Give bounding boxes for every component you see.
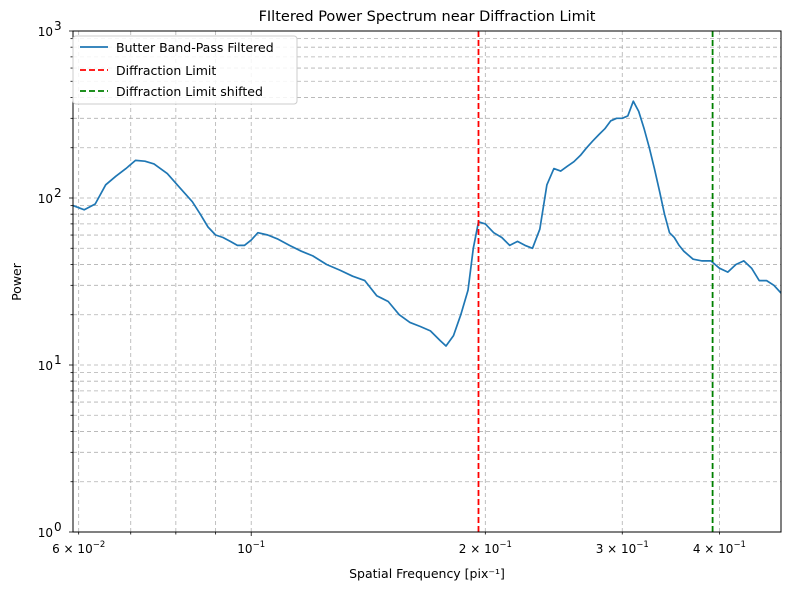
y-tick-label: 10 <box>38 359 53 373</box>
y-tick-label-exponent: 1 <box>54 353 62 367</box>
y-tick-label-exponent: 0 <box>54 520 62 534</box>
x-tick-label: 3 × 10−1 <box>596 540 649 556</box>
grid <box>73 30 781 533</box>
legend-label-diffraction-shifted: Diffraction Limit shifted <box>116 84 263 99</box>
y-tick-label-exponent: 2 <box>54 186 62 200</box>
axis-tick-labels: 6 × 10−2 10−1 2 × 10−1 3 × 10−1 4 × 10−110 01… <box>38 19 746 556</box>
x-tick-label: 2 × 10−1 <box>459 540 512 556</box>
legend-label-filtered: Butter Band-Pass Filtered <box>116 40 274 55</box>
y-tick-label: 10 <box>38 526 53 540</box>
plot-frame <box>72 30 782 533</box>
series-layer <box>73 31 781 532</box>
axis-ticks <box>69 30 720 536</box>
y-axis-label: Power <box>9 262 24 301</box>
legend: Butter Band-Pass Filtered Diffraction Li… <box>72 35 298 105</box>
y-tick-label: 10 <box>38 192 53 206</box>
x-tick-label: 4 × 10−1 <box>693 540 746 556</box>
x-axis-label: Spatial Frequency [pix⁻¹] <box>349 566 505 581</box>
legend-box <box>72 35 298 105</box>
legend-label-diffraction: Diffraction Limit <box>116 63 216 78</box>
series-line-filtered <box>73 100 781 347</box>
chart-title: FIltered Power Spectrum near Diffraction… <box>259 9 596 25</box>
x-tick-label: 10−1 <box>237 540 265 556</box>
y-tick-label: 10 <box>38 25 53 39</box>
x-tick-label: 6 × 10−2 <box>52 540 105 556</box>
y-tick-label-exponent: 3 <box>54 19 62 33</box>
